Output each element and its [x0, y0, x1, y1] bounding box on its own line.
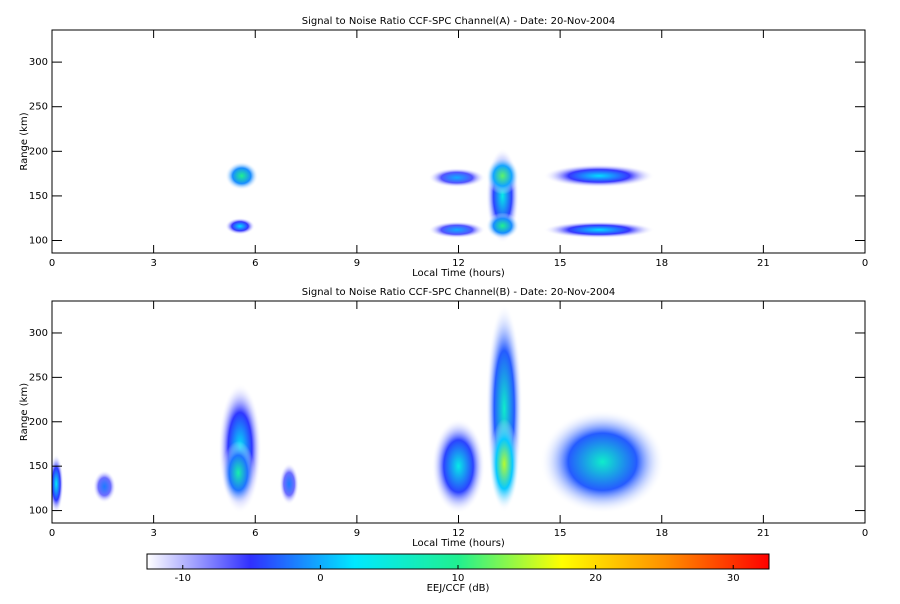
x-tick-label: 0 [862, 258, 868, 269]
echo [428, 167, 486, 188]
echo [225, 161, 259, 190]
colorbar-tick-label: 30 [727, 573, 740, 584]
x-tick-label: 0 [49, 258, 55, 269]
chart-title: Signal to Noise Ratio CCF-SPC Channel(B)… [302, 287, 616, 298]
y-tick-label: 250 [29, 102, 48, 113]
x-axis-label: Local Time (hours) [412, 268, 505, 279]
colorbar-tick-label: 0 [317, 573, 323, 584]
y-tick-label: 250 [29, 372, 48, 383]
echo [485, 157, 520, 195]
y-tick-label: 100 [29, 236, 48, 247]
x-tick-label: 3 [150, 258, 156, 269]
x-tick-label: 15 [554, 258, 567, 269]
echo [543, 164, 655, 188]
x-tick-label: 15 [554, 528, 567, 539]
y-axis-label: Range (km) [19, 112, 30, 170]
colorbar-tick-label: 20 [589, 573, 602, 584]
x-tick-label: 0 [49, 528, 55, 539]
plot-frame [51, 29, 866, 254]
echo [431, 418, 486, 514]
plot-area [225, 148, 655, 244]
x-tick-label: 12 [452, 528, 465, 539]
echo [489, 418, 520, 510]
x-tick-label: 18 [655, 528, 668, 539]
x-tick-label: 21 [757, 528, 770, 539]
y-tick-label: 200 [29, 417, 48, 428]
echo [540, 409, 665, 514]
y-tick-label: 300 [29, 57, 48, 68]
x-tick-label: 9 [354, 528, 360, 539]
echo [221, 440, 255, 505]
echo [428, 221, 486, 239]
y-axis-label: Range (km) [19, 383, 30, 441]
y-tick-label: 100 [29, 506, 48, 517]
echo [279, 463, 299, 505]
x-tick-label: 21 [757, 258, 770, 269]
chart-title: Signal to Noise Ratio CCF-SPC Channel(A)… [302, 16, 616, 27]
x-tick-label: 3 [150, 528, 156, 539]
echo [485, 212, 520, 240]
x-tick-label: 9 [354, 258, 360, 269]
y-tick-label: 150 [29, 191, 48, 202]
y-tick-label: 150 [29, 461, 48, 472]
x-tick-label: 12 [452, 258, 465, 269]
y-tick-label: 200 [29, 146, 48, 157]
echo [52, 454, 64, 514]
y-tick-label: 300 [29, 328, 48, 339]
x-tick-label: 0 [862, 528, 868, 539]
plot-area [52, 303, 665, 514]
colorbar-tick-label: -10 [175, 573, 191, 584]
echo [543, 221, 655, 239]
x-tick-label: 6 [252, 528, 258, 539]
echo [225, 217, 255, 235]
echo [93, 470, 116, 503]
x-tick-label: 6 [252, 258, 258, 269]
colorbar-tick-label: 10 [452, 573, 465, 584]
x-axis-label: Local Time (hours) [412, 538, 505, 549]
x-tick-label: 18 [655, 258, 668, 269]
colorbar-label: EEJ/CCF (dB) [427, 583, 490, 594]
